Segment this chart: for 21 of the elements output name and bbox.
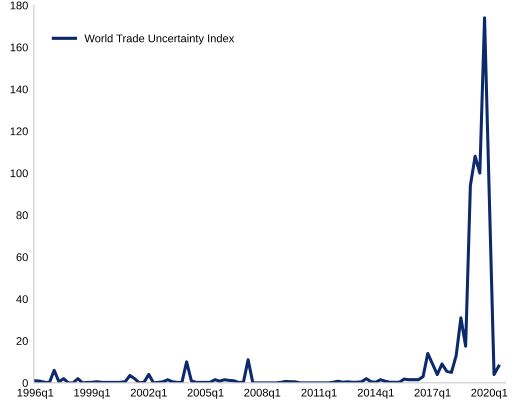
legend-label: World Trade Uncertainty Index	[84, 34, 234, 45]
x-tick-label: 2020q1	[471, 388, 508, 399]
y-tick-label: 0	[22, 379, 28, 387]
y-tick-label: 60	[16, 253, 28, 262]
x-tick-label: 2017q1	[414, 388, 451, 399]
y-tick-label: 180	[10, 2, 28, 10]
x-tick-label: 1996q1	[18, 388, 54, 399]
x-tick-label: 2008q1	[244, 388, 280, 399]
y-tick-label: 160	[10, 44, 28, 52]
y-tick-label: 120	[10, 127, 28, 136]
y-tick-label: 140	[10, 85, 28, 94]
x-tick-label: 2011q1	[301, 388, 337, 399]
y-tick-label: 100	[10, 169, 28, 178]
x-tick-label: 2014q1	[358, 388, 394, 399]
y-tick-label: 80	[16, 211, 28, 220]
y-tick-label: 20	[16, 337, 28, 346]
line-series	[34, 16, 500, 383]
x-tick-label: 2005q1	[188, 388, 224, 399]
x-tick-label: 1999q1	[74, 388, 110, 399]
x-tick-label: 2002q1	[130, 388, 167, 399]
y-tick-label: 40	[16, 295, 28, 304]
